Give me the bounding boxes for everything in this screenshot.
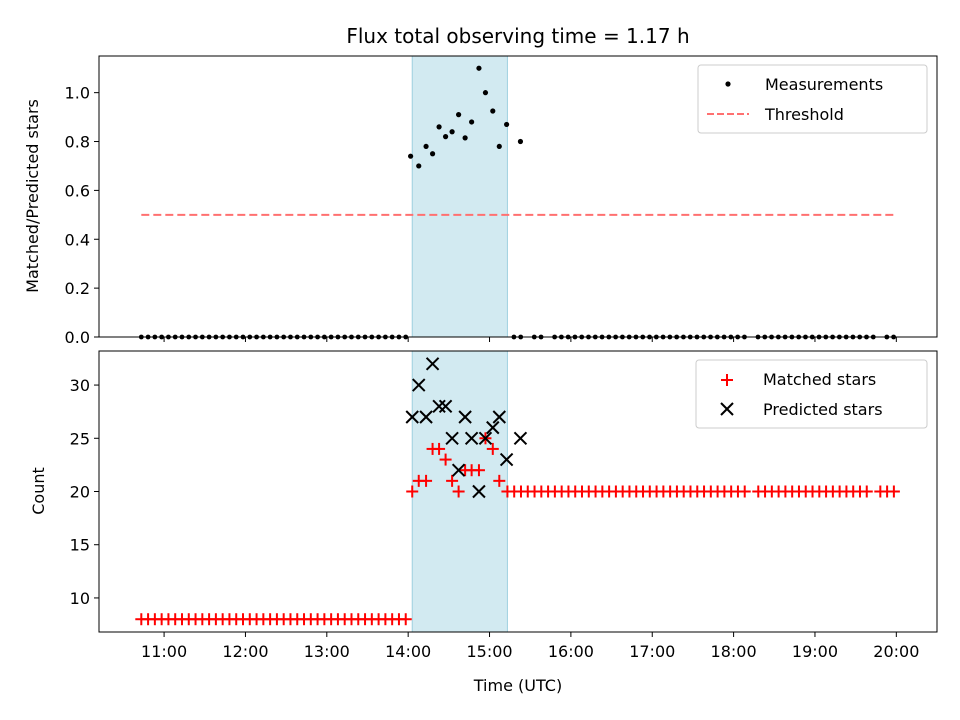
y-tick-label: 25 xyxy=(70,429,90,448)
top-panel: 0.0 0.2 0.4 0.6 0.8 1.0 Matched/Predicted sta… xyxy=(23,55,938,347)
predicted-star-point xyxy=(478,431,493,445)
predicted-stars-series xyxy=(405,357,528,499)
predicted-star-point xyxy=(499,452,514,467)
predicted-star-point xyxy=(472,484,486,499)
x-tick-label: 16:00 xyxy=(548,642,594,661)
x-tick-label: 14:00 xyxy=(385,642,431,661)
top-axes-frame xyxy=(98,55,938,338)
y-tick-label: 10 xyxy=(70,589,90,608)
x-tick-label: 17:00 xyxy=(629,642,675,661)
bottom-panel: 10 15 20 25 30 11:00 12:00 13:00 14:00 15:00 16:0… xyxy=(29,350,938,695)
y-tick-label: 0.4 xyxy=(65,230,90,249)
predicted-star-point xyxy=(438,399,453,414)
x-tick-label: 13:00 xyxy=(304,642,350,661)
bottom-y-ticks: 10 15 20 25 30 xyxy=(70,376,99,608)
legend-measurements-marker xyxy=(725,81,731,87)
measurement-point xyxy=(416,163,422,169)
matched-star-point xyxy=(439,453,452,466)
measurement-point xyxy=(408,153,414,159)
x-tick-label: 12:00 xyxy=(222,642,268,661)
measurement-point xyxy=(462,135,468,141)
top-legend-box xyxy=(697,64,928,134)
predicted-star-point xyxy=(513,431,528,445)
y-tick-label: 0.0 xyxy=(65,328,90,347)
matched-star-point xyxy=(493,474,506,487)
measurement-point xyxy=(442,134,449,140)
matched-star-point xyxy=(399,613,412,626)
bottom-y-axis-label: Count xyxy=(29,467,48,515)
matched-star-point xyxy=(406,485,419,498)
predicted-star-point xyxy=(451,463,466,477)
matched-star-point xyxy=(738,485,751,498)
measurement-point xyxy=(496,143,502,150)
measurement-point xyxy=(469,119,475,125)
measurement-point xyxy=(436,124,442,130)
measurement-point xyxy=(517,138,524,145)
x-tick-label: 19:00 xyxy=(792,642,838,661)
legend-matched-marker xyxy=(721,374,733,386)
predicted-star-point xyxy=(486,420,500,435)
y-tick-label: 1.0 xyxy=(65,84,90,103)
x-tick-label: 18:00 xyxy=(711,642,757,661)
top-legend: Measurements Threshold xyxy=(697,64,928,134)
observing-window-span xyxy=(411,55,508,338)
matched-stars-series xyxy=(135,432,900,626)
measurement-point xyxy=(429,151,436,157)
measurement-point xyxy=(476,65,482,71)
predicted-star-point xyxy=(425,357,440,371)
measurement-point xyxy=(423,143,429,150)
matched-star-point xyxy=(420,474,433,487)
legend-threshold-label: Threshold xyxy=(764,105,844,124)
predicted-star-point xyxy=(432,399,446,414)
legend-predicted-label: Predicted stars xyxy=(763,400,883,419)
top-y-axis-label: Matched/Predicted stars xyxy=(23,99,42,293)
bottom-legend-box xyxy=(695,359,928,429)
y-tick-label: 15 xyxy=(70,536,90,555)
bottom-x-ticks: 11:00 12:00 13:00 14:00 15:00 16:00 17:00 18:00… xyxy=(141,632,919,661)
predicted-star-point xyxy=(445,431,459,445)
predicted-star-point xyxy=(492,410,506,424)
legend-matched-label: Matched stars xyxy=(763,370,876,389)
measurement-point xyxy=(482,90,489,96)
y-tick-label: 20 xyxy=(70,483,90,502)
top-y-ticks: 0.0 0.2 0.4 0.6 0.8 1.0 xyxy=(65,84,99,347)
legend-measurements-label: Measurements xyxy=(765,75,883,94)
y-tick-label: 0.8 xyxy=(65,133,90,152)
x-tick-label: 20:00 xyxy=(873,642,919,661)
x-axis-label: Time (UTC) xyxy=(473,676,562,695)
y-tick-label: 0.2 xyxy=(65,279,90,298)
x-tick-label: 11:00 xyxy=(141,642,187,661)
bottom-legend: Matched stars Predicted stars xyxy=(695,359,928,429)
predicted-star-point xyxy=(412,378,426,392)
top-x-ticks xyxy=(163,337,897,342)
matched-star-point xyxy=(446,474,459,487)
matched-star-point xyxy=(887,485,900,498)
predicted-star-point xyxy=(458,410,472,424)
measurement-point xyxy=(449,129,455,135)
matched-star-point xyxy=(433,442,446,455)
measurement-point xyxy=(504,121,510,128)
matched-star-point xyxy=(486,442,499,455)
x-tick-label: 15:00 xyxy=(466,642,512,661)
chart-title: Flux total observing time = 1.17 h xyxy=(346,24,689,48)
matched-star-point xyxy=(452,485,465,498)
matched-star-point xyxy=(472,464,485,477)
predicted-star-point xyxy=(419,410,433,424)
y-tick-label: 30 xyxy=(70,376,90,395)
measurement-point xyxy=(456,112,462,118)
top-highlight-span xyxy=(411,55,508,338)
predicted-star-point xyxy=(405,410,419,424)
predicted-star-point xyxy=(464,431,479,445)
matched-star-point xyxy=(860,485,873,498)
y-tick-label: 0.6 xyxy=(65,181,90,200)
measurement-point xyxy=(490,108,496,114)
legend-predicted-marker xyxy=(720,402,734,416)
